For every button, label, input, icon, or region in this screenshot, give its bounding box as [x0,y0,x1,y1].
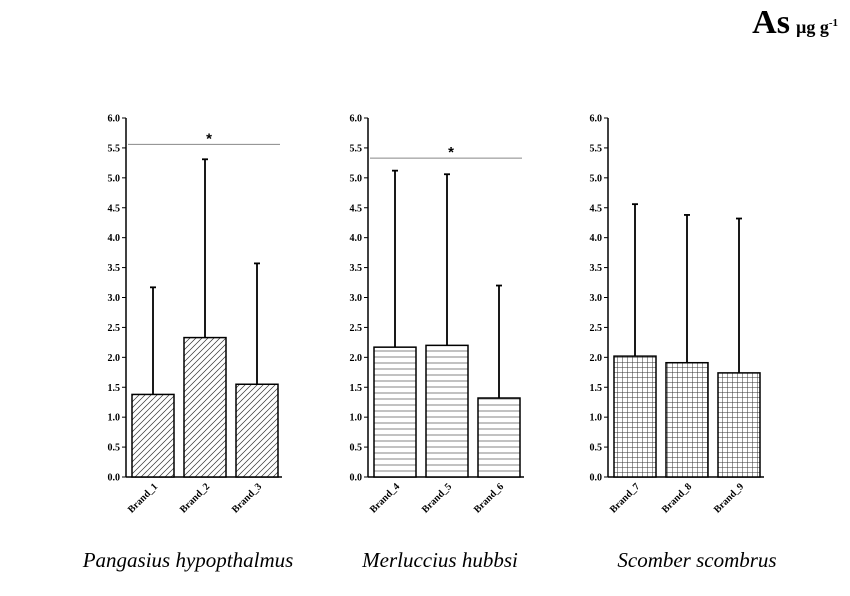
panel-3-species-title: Scomber scombrus [617,548,776,572]
element-symbol: As [752,4,790,41]
panel-3-y-tick-label: 3.5 [590,263,603,274]
panel-1-y-tick-label: 2.0 [108,353,121,364]
panel-1-y-tick-label: 5.0 [108,173,121,184]
panel-2-y-tick-label: 4.5 [350,203,363,214]
panel-2-y-tick-label: 1.5 [350,383,363,394]
panel-3-bar-brand-8 [665,361,709,478]
panel-2-bar-brand-4 [373,346,417,478]
unit-base: µg g [795,17,829,37]
panel-2-y-tick-label: 4.0 [350,233,363,244]
panel-2-y-tick-label: 0.0 [350,473,363,484]
panel-1-y-tick-label: 3.5 [108,263,121,274]
panel-1-y-tick-label: 0.5 [108,443,121,454]
panel-3-category-label: Brand_8 [660,481,694,515]
chart-heading: As µg g-1 [752,4,838,42]
panel-2-species-title: Merluccius hubbsi [361,548,518,572]
unit-exponent: -1 [828,17,838,29]
panel-3-y-tick-label: 0.0 [590,473,603,484]
panel-2-bar-brand-6 [477,397,521,478]
panel-2-y-tick-label: 3.0 [350,293,363,304]
panel-1-y-tick-label: 1.0 [108,413,121,424]
panel-3-y-tick-label: 1.0 [590,413,603,424]
panel-1-y-tick-label: 3.0 [108,293,121,304]
panel-1-category-label: Brand_3 [230,481,264,515]
panel-1-bar-brand-2 [183,336,227,478]
panel-2-y-tick-label: 2.5 [350,323,363,334]
panel-1-y-tick-label: 2.5 [108,323,121,334]
panel-1-species-title: Pangasius hypopthalmus [82,548,294,572]
panel-2-category-label: Brand_4 [368,481,402,515]
panel-1-y-tick-label: 4.5 [108,203,121,214]
panel-1-y-tick-label: 0.0 [108,473,121,484]
panel-3-y-tick-label: 5.0 [590,173,603,184]
panel-3-y-tick-label: 0.5 [590,443,603,454]
panel-1-y-tick-label: 6.0 [108,114,121,125]
panel-1-category-label: Brand_2 [178,481,212,515]
panel-2-y-tick-label: 6.0 [350,114,363,125]
panel-3-y-tick-label: 6.0 [590,114,603,125]
panel-1-y-tick-label: 5.5 [108,143,121,154]
panel-3-y-tick-label: 1.5 [590,383,603,394]
panel-2-y-tick-label: 5.0 [350,173,363,184]
panel-2-y-tick-label: 2.0 [350,353,363,364]
panel-1-category-label: Brand_1 [126,481,160,515]
panel-3-y-tick-label: 5.5 [590,143,603,154]
panel-1-y-tick-label: 1.5 [108,383,121,394]
panel-3-category-label: Brand_7 [608,481,642,515]
panel-2-bar-brand-5 [425,344,469,478]
panel-3-y-tick-label: 4.5 [590,203,603,214]
panel-1-bar-brand-1 [131,393,175,478]
panel-1-bar-brand-3 [235,383,279,478]
panel-3-bar-brand-9 [717,372,761,478]
panel-3-category-label: Brand_9 [712,481,746,515]
unit-label: µg g-1 [796,17,838,37]
panel-2-category-label: Brand_5 [420,481,454,515]
panel-2-y-tick-label: 3.5 [350,263,363,274]
panel-2-y-tick-label: 5.5 [350,143,363,154]
panel-1-y-tick-label: 4.0 [108,233,121,244]
panel-2-y-tick-label: 1.0 [350,413,363,424]
panel-2-category-label: Brand_6 [472,481,506,515]
panel-2-y-tick-label: 0.5 [350,443,363,454]
panel-3-y-tick-label: 3.0 [590,293,603,304]
panel-3-y-tick-label: 4.0 [590,233,603,244]
panel-3-bar-brand-7 [613,355,657,478]
panel-2-significance-star: * [448,144,454,161]
panel-1-significance-star: * [206,130,212,147]
panel-3-y-tick-label: 2.0 [590,353,603,364]
panel-3-y-tick-label: 2.5 [590,323,603,334]
